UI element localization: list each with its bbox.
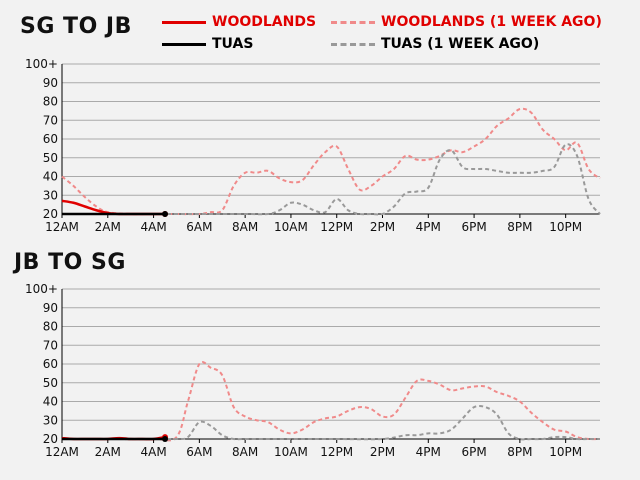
legend-item-woodlands-1-week-ago[interactable]: WOODLANDS (1 WEEK AGO) — [331, 14, 602, 30]
series-line-woodlands-1-week-ago — [61, 107, 601, 216]
x-tick-label: 12AM — [45, 445, 79, 459]
y-tick-label: 90 — [43, 301, 58, 315]
chart-sg-to-jb: 20 30 40 50 60 70 80 90 100+ 12AM 2AM 4AM 6AM 8AM 10AM… — [25, 57, 601, 234]
series-end-marker-tuas — [162, 211, 169, 217]
y-tick-label: 30 — [43, 413, 58, 427]
x-tick-label: 12PM — [320, 220, 353, 234]
y-tick-label: 40 — [43, 395, 58, 409]
y-tick-label: 80 — [43, 320, 58, 334]
legend-label-tuas-1-week-ago: TUAS (1 WEEK AGO) — [381, 36, 540, 52]
series-end-marker-tuas — [162, 436, 169, 442]
legend-label-tuas: TUAS — [212, 36, 254, 52]
legend-label-woodlands-1-week-ago: WOODLANDS (1 WEEK AGO) — [381, 14, 602, 30]
chart-title-sg-to-jb: SG TO JB — [20, 14, 132, 39]
x-tick-label: 2AM — [95, 220, 121, 234]
legend-item-tuas-1-week-ago[interactable]: TUAS (1 WEEK AGO) — [331, 36, 539, 52]
y-tick-label: 20 — [43, 432, 58, 446]
x-tick-label: 2AM — [95, 445, 121, 459]
x-tick-label: 10PM — [549, 220, 582, 234]
legend: WOODLANDS WOODLANDS (1 WEEK AGO) TUAS TU… — [0, 10, 640, 52]
legend-swatch-tuas — [162, 42, 206, 46]
chart-title-jb-to-sg: JB TO SG — [14, 250, 126, 275]
legend-swatch-woodlands — [162, 20, 206, 24]
legend-item-tuas[interactable]: TUAS — [162, 36, 253, 52]
y-tick-label: 60 — [43, 357, 58, 371]
y-tick-label: 60 — [43, 132, 58, 146]
x-tick-label: 4PM — [416, 220, 441, 234]
x-tick-label: 12PM — [320, 445, 353, 459]
x-tick-label: 4AM — [140, 220, 166, 234]
x-tick-label: 8AM — [232, 220, 258, 234]
x-tick-label: 4PM — [416, 445, 441, 459]
y-tick-label: 50 — [43, 151, 58, 165]
legend-swatch-woodlands-1-week-ago — [331, 20, 375, 24]
legend-swatch-tuas-1-week-ago — [331, 42, 375, 46]
legend-item-woodlands[interactable]: WOODLANDS — [162, 14, 316, 30]
x-tick-label: 10AM — [274, 220, 308, 234]
legend-label-woodlands: WOODLANDS — [212, 14, 317, 30]
x-tick-label: 2PM — [370, 445, 395, 459]
x-tick-label: 6PM — [461, 445, 486, 459]
x-tick-label: 8PM — [507, 445, 532, 459]
y-tick-label: 50 — [43, 376, 58, 390]
y-tick-label: 30 — [43, 188, 58, 202]
y-tick-label: 70 — [43, 113, 58, 127]
y-tick-label: 90 — [43, 76, 58, 90]
x-tick-label: 6AM — [186, 220, 212, 234]
series-line-tuas-1-week-ago — [62, 404, 600, 441]
x-tick-label: 2PM — [370, 220, 395, 234]
y-tick-label: 80 — [43, 95, 58, 109]
x-tick-label: 4AM — [140, 445, 166, 459]
y-tick-label: 40 — [43, 170, 58, 184]
y-tick-label: 100+ — [25, 57, 58, 71]
series-line-tuas-1-week-ago — [62, 143, 601, 216]
x-tick-label: 10PM — [549, 445, 582, 459]
x-tick-label: 12AM — [45, 220, 79, 234]
x-tick-label: 6AM — [186, 445, 212, 459]
y-tick-label: 100+ — [25, 282, 58, 296]
x-tick-label: 8PM — [507, 220, 532, 234]
x-tick-label: 10AM — [274, 445, 308, 459]
x-tick-label: 6PM — [461, 220, 486, 234]
y-tick-label: 20 — [43, 207, 58, 221]
x-tick-label: 8AM — [232, 445, 258, 459]
y-tick-label: 70 — [43, 338, 58, 352]
